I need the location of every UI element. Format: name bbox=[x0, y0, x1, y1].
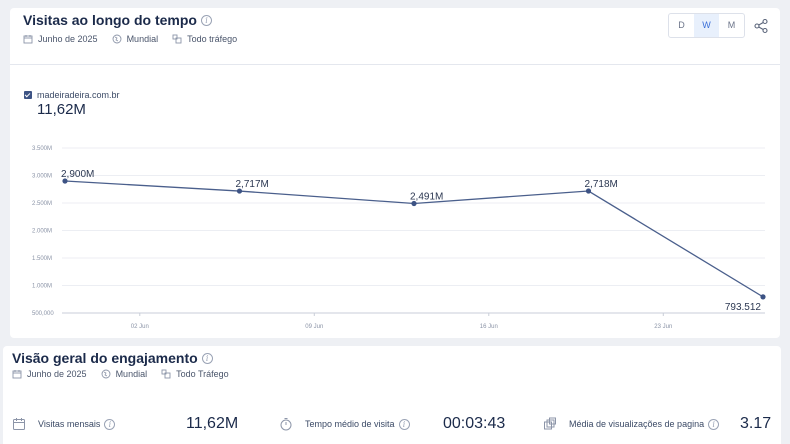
data-point bbox=[585, 188, 592, 194]
engagement-card-title: Visão geral do engajamento i bbox=[12, 350, 213, 366]
region-filter[interactable]: Mundial bbox=[126, 34, 159, 44]
x-tick-label: 02 Jun bbox=[131, 324, 149, 330]
visits-over-time-card: Visitas ao longo do tempo i Junho de 2025… bbox=[10, 8, 780, 338]
kpi-avg-pageviews-value: 3.17 bbox=[740, 415, 772, 432]
traffic-icon bbox=[172, 34, 182, 44]
info-icon[interactable]: i bbox=[201, 353, 213, 364]
kpi-avg-visit-time-value: 00:03:43 bbox=[443, 415, 506, 432]
globe-icon bbox=[112, 34, 122, 44]
granularity-day-button[interactable]: D bbox=[678, 20, 685, 30]
legend-site-name: madeiradeira.com.br bbox=[37, 90, 120, 100]
kpi-label-text: Média de visualizações de pagina bbox=[569, 419, 705, 429]
traffic-icon bbox=[161, 369, 171, 379]
visits-line-chart: 3.500M 3.000M 2.500M 2.000M 1.500M 1.000M 500,… bbox=[32, 146, 766, 330]
globe-icon bbox=[101, 369, 111, 379]
kpi-avg-visit-time: Tempo médio de visita i 00:03:43 bbox=[279, 412, 519, 436]
y-tick-label: 2.000M bbox=[32, 229, 52, 235]
legend-total-visits: 11,62M bbox=[37, 101, 86, 118]
share-icon[interactable] bbox=[753, 18, 769, 34]
visits-card-filters: Junho de 2025 Mundial Todo tráfego bbox=[23, 34, 237, 44]
visits-card-title: Visitas ao longo do tempo i bbox=[23, 12, 212, 28]
x-tick-label: 23 Jun bbox=[654, 324, 672, 330]
region-filter[interactable]: Mundial bbox=[115, 369, 148, 379]
y-tick-label: 1.500M bbox=[32, 256, 52, 262]
kpi-label-text: Tempo médio de visita bbox=[305, 419, 395, 429]
kpi-monthly-visits-label: Visitas mensais i bbox=[38, 418, 116, 430]
date-filter[interactable]: Junho de 2025 bbox=[38, 34, 98, 44]
x-tick-label: 09 Jun bbox=[305, 324, 323, 330]
calendar-icon bbox=[12, 417, 26, 431]
x-tick-label: 16 Jun bbox=[480, 324, 498, 330]
info-icon[interactable]: i bbox=[708, 418, 720, 430]
y-tick-label: 3.500M bbox=[32, 146, 52, 152]
data-label: 2,717M bbox=[236, 179, 269, 190]
chart-legend[interactable]: madeiradeira.com.br bbox=[24, 90, 120, 100]
engagement-card-title-text: Visão geral do engajamento bbox=[12, 350, 198, 366]
pages-icon bbox=[543, 417, 557, 431]
kpi-label-text: Visitas mensais bbox=[38, 419, 101, 429]
data-point bbox=[236, 188, 243, 194]
y-tick-label: 1.000M bbox=[32, 284, 52, 290]
kpi-avg-pageviews-label: Média de visualizações de pagina i bbox=[569, 418, 720, 430]
calendar-icon bbox=[12, 369, 22, 379]
info-icon[interactable]: i bbox=[200, 15, 212, 26]
data-label: 2,718M bbox=[585, 179, 618, 190]
data-label: 2,491M bbox=[410, 191, 443, 202]
engagement-overview-card: Visão geral do engajamento i Junho de 202… bbox=[3, 346, 781, 444]
y-tick-label: 3.000M bbox=[32, 174, 52, 180]
traffic-filter[interactable]: Todo Tráfego bbox=[176, 369, 229, 379]
info-icon[interactable]: i bbox=[398, 418, 410, 430]
data-label: 793.512 bbox=[725, 302, 762, 313]
granularity-month-button[interactable]: M bbox=[727, 20, 736, 30]
kpi-avg-visit-time-label: Tempo médio de visita i bbox=[305, 418, 410, 430]
granularity-week-button[interactable]: W bbox=[694, 14, 719, 37]
y-tick-label: 500,000 bbox=[32, 311, 54, 317]
data-point bbox=[760, 294, 766, 300]
card-divider bbox=[10, 64, 780, 65]
stopwatch-icon bbox=[279, 417, 293, 431]
traffic-filter[interactable]: Todo tráfego bbox=[187, 34, 238, 44]
data-point bbox=[62, 178, 68, 184]
kpi-avg-pageviews: Média de visualizações de pagina i 3.17 bbox=[543, 412, 779, 436]
engagement-card-filters: Junho de 2025 Mundial Todo Tráfego bbox=[12, 369, 229, 379]
y-tick-label: 2.500M bbox=[32, 201, 52, 207]
info-icon[interactable]: i bbox=[104, 418, 116, 430]
kpi-monthly-visits: Visitas mensais i 11,62M bbox=[12, 412, 252, 436]
calendar-icon bbox=[23, 34, 33, 44]
legend-checkbox[interactable] bbox=[24, 91, 32, 99]
kpi-monthly-visits-value: 11,62M bbox=[186, 415, 239, 432]
date-filter[interactable]: Junho de 2025 bbox=[27, 369, 87, 379]
visits-card-title-text: Visitas ao longo do tempo bbox=[23, 12, 197, 28]
data-label: 2,900M bbox=[61, 169, 94, 180]
granularity-toggle: D W M bbox=[668, 13, 745, 38]
data-point bbox=[411, 200, 417, 207]
